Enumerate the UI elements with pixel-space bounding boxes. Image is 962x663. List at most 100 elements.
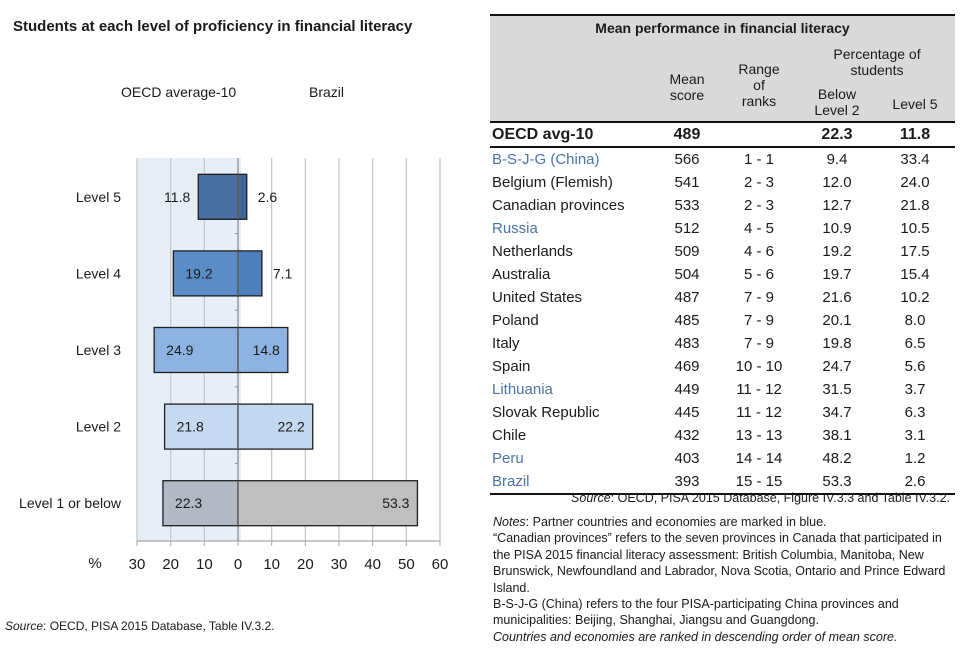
cell-level5: 6.5	[904, 335, 926, 352]
header-below-level2: Below Level 2	[799, 78, 875, 122]
bar-oecd-average	[172, 250, 239, 297]
bar-oecd-average	[162, 480, 239, 527]
bar-oecd-average	[163, 403, 239, 450]
category-label: Level 3	[76, 342, 121, 358]
header-level5: Level 5	[875, 78, 955, 122]
cell-level5: 1.2	[904, 450, 926, 467]
cell-country: Russia	[492, 220, 538, 237]
table-row: Slovak Republic 445 11 - 12 34.7 6.3	[490, 401, 955, 424]
chart-source-text: : OECD, PISA 2015 Database, Table IV.3.2…	[43, 619, 275, 633]
header-level5-text: Level 5	[892, 95, 938, 112]
cell-level5: 10.5	[900, 220, 930, 237]
legend-brazil: Brazil	[309, 84, 345, 100]
note-partner: Notes: Partner countries and economies a…	[493, 514, 955, 530]
cell-country: United States	[492, 289, 583, 306]
bar-oecd-average	[153, 326, 239, 374]
cell-below-level2: 19.2	[822, 243, 852, 260]
header-below-line1: Below	[817, 86, 857, 102]
cell-level5: 33.4	[900, 151, 930, 168]
data-label-brazil: 14.8	[253, 342, 280, 358]
cell-below-level2: 34.7	[822, 404, 852, 421]
notes-prefix: Notes	[493, 515, 526, 529]
table-row: Belgium (Flemish) 541 2 - 3 12.0 24.0	[490, 171, 955, 194]
table-row: Canadian provinces 533 2 - 3 12.7 21.8	[490, 194, 955, 217]
table-row: Poland 485 7 - 9 20.1 8.0	[490, 309, 955, 332]
cell-country: Chile	[492, 427, 527, 444]
cell-country: Poland	[492, 312, 539, 329]
cell-below-level2: 19.8	[822, 335, 852, 352]
cell-range: 14 - 14	[735, 450, 783, 467]
cell-mean-score: 533	[674, 197, 700, 214]
cell-mean-score: 541	[674, 174, 700, 191]
cell-range: 15 - 15	[719, 470, 799, 495]
data-label-brazil: 53.3	[382, 495, 409, 511]
note-bsjg-china: B-S-J-G (China) refers to the four PISA-…	[493, 597, 899, 628]
notes: Notes: Partner countries and economies a…	[493, 514, 955, 645]
table-title: Mean performance in financial literacy	[490, 14, 955, 38]
cell-range: 2 - 3	[743, 197, 774, 214]
bar-brazil	[237, 250, 263, 297]
cell-below-level2: 12.0	[822, 174, 852, 191]
category-label: Level 4	[76, 265, 121, 281]
cell-mean-score: 504	[674, 266, 700, 283]
category-label: Level 5	[76, 189, 121, 205]
cell-level5: 17.5	[900, 243, 930, 260]
cell-level5: 24.0	[900, 174, 930, 191]
bar-brazil	[237, 173, 248, 220]
note-partner-text: : Partner countries and economies are ma…	[525, 515, 827, 529]
cell-level5: 21.8	[900, 197, 930, 214]
table-source-prefix: Source	[571, 491, 611, 505]
table-row: Italy 483 7 - 9 19.8 6.5	[490, 332, 955, 355]
cell-level5: 15.4	[900, 266, 930, 283]
cell-mean-score: 445	[674, 404, 700, 421]
cell-country: B-S-J-G (China)	[492, 151, 600, 168]
cell-range: 13 - 13	[735, 427, 783, 444]
category-label: Level 2	[76, 419, 121, 435]
cell-country: Peru	[492, 450, 524, 467]
cell-mean-score: 449	[674, 381, 700, 398]
proficiency-bar-chart: 30 20 10 0 10 20 30 40 50 60% Level 5 11.8 2.6 Level …	[19, 158, 449, 573]
header-country	[490, 38, 655, 122]
x-axis-label: %	[88, 555, 101, 572]
note-ranking-order: Countries and economies are ranked in de…	[493, 629, 898, 644]
header-mean-line2: score	[669, 86, 705, 103]
x-tick-label: 10	[196, 556, 213, 573]
cell-mean-score: 393	[655, 470, 719, 495]
cell-range: 4 - 5	[743, 220, 774, 237]
x-tick-label: 40	[364, 556, 381, 573]
cell-country: Belgium (Flemish)	[492, 174, 613, 191]
x-tick-label: 20	[162, 556, 179, 573]
cell-range: 4 - 6	[743, 243, 774, 260]
cell-country: Italy	[492, 335, 520, 352]
cell-country: Brazil	[490, 470, 655, 495]
table-row-oecd-average: OECD avg-10 489 22.3 11.8	[490, 121, 955, 148]
table-source-text: : OECD, PISA 2015 Database, Figure IV.3.…	[610, 491, 950, 505]
x-tick-label: 60	[432, 556, 449, 573]
cell-below-level2: 24.7	[822, 358, 852, 375]
cell-range: 11 - 12	[736, 381, 782, 398]
cell-mean-score: 403	[674, 450, 700, 467]
x-tick-label: 30	[129, 556, 146, 573]
header-range-of-ranks: Range of ranks	[719, 38, 799, 122]
table-row: Russia 512 4 - 5 10.9 10.5	[490, 217, 955, 240]
mean-performance-table: Mean performance in financial literacy M…	[490, 14, 955, 495]
cell-below-level2: 9.4	[826, 151, 848, 168]
data-label-oecd: 24.9	[166, 342, 193, 358]
x-tick-label: 20	[297, 556, 314, 573]
cell-range: 5 - 6	[743, 266, 774, 283]
mean-performance-table-wrap: Mean performance in financial literacy M…	[490, 14, 955, 495]
cell-below-level2: 12.7	[822, 197, 852, 214]
cell-mean-score: 485	[674, 312, 700, 329]
cell-mean-score: 483	[674, 335, 700, 352]
header-range-line1: Range	[738, 60, 780, 77]
cell-range: 7 - 9	[743, 312, 774, 329]
cell-range: 1 - 1	[743, 151, 774, 168]
cell-level5: 3.1	[904, 427, 926, 444]
data-label-oecd: 21.8	[177, 419, 204, 435]
cell-range: 7 - 9	[743, 289, 774, 306]
cell-mean-score: 487	[674, 289, 700, 306]
cell-country: Australia	[492, 266, 551, 283]
header-mean-score: Mean score	[655, 38, 719, 122]
category-label: Level 1 or below	[19, 495, 122, 511]
table-source: Source: OECD, PISA 2015 Database, Figure…	[490, 491, 950, 505]
